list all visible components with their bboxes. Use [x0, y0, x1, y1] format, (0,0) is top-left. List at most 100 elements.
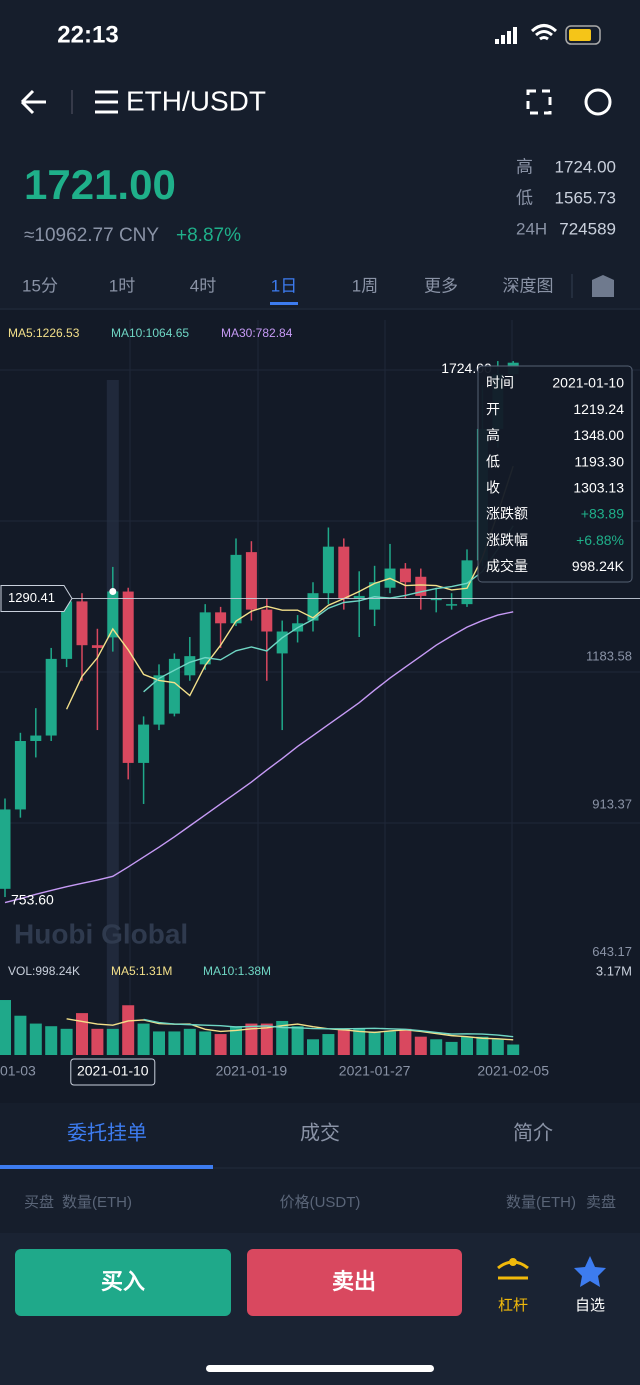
volume-bar: [214, 1034, 227, 1055]
ma-legend: MA30:782.84: [221, 326, 293, 340]
wifi: [530, 24, 558, 41]
sell-label: 卖出: [332, 1269, 376, 1294]
interval-tab[interactable]: 1日: [271, 276, 297, 295]
candle-body: [153, 675, 165, 725]
order-header: 卖盘: [586, 1193, 616, 1211]
volume-bar: [29, 1023, 42, 1055]
tooltip-value: 1303.13: [573, 480, 624, 496]
vol-legend: MA10:1.38M: [203, 964, 271, 978]
sell-button[interactable]: [247, 1249, 462, 1316]
bottom-tab[interactable]: 委托挂单: [67, 1121, 147, 1144]
candle-body: [199, 612, 211, 665]
battery: [565, 25, 601, 45]
volume-bar: [183, 1028, 196, 1055]
volume-bar: [230, 1026, 242, 1055]
crosshair-dot: [109, 587, 117, 595]
candle-body: [107, 591, 119, 638]
tooltip-label: 低: [486, 453, 500, 469]
stat-value: 1565.73: [555, 188, 616, 207]
home-indicator: [206, 1365, 434, 1372]
volume-bar: [91, 1028, 104, 1055]
candle-body: [261, 609, 273, 632]
candle-body: [230, 554, 242, 624]
volume-bar: [137, 1023, 150, 1055]
crosshair-band: [106, 380, 119, 1055]
ma30-line: [4, 611, 514, 904]
x-tick-label: 01-03: [0, 1063, 36, 1079]
vol-legend: MA5:1.31M: [111, 964, 172, 978]
volume-bar: [260, 1023, 273, 1055]
volume-bar: [245, 1023, 258, 1055]
candle-body: [415, 576, 427, 596]
scan-icon[interactable]: [526, 89, 552, 115]
volume-bar: [106, 1028, 119, 1055]
candle-body: [369, 582, 381, 610]
interval-tab[interactable]: 更多: [424, 276, 458, 295]
candle-body: [446, 604, 458, 606]
candle-body: [461, 560, 473, 605]
vol-ma5-line: [66, 1018, 514, 1041]
candle-body: [353, 595, 365, 599]
refresh-icon[interactable]: [584, 88, 612, 116]
stat-value: 724589: [559, 219, 616, 238]
volume-bar: [276, 1020, 289, 1055]
volume-bar: [0, 1000, 11, 1055]
buy-label: 买入: [101, 1269, 145, 1294]
buy-button[interactable]: [15, 1249, 231, 1316]
interval-tab[interactable]: 1周: [352, 276, 378, 295]
volume-bar: [445, 1041, 458, 1055]
candle-body: [215, 612, 227, 624]
tooltip: [477, 365, 633, 583]
tooltip-value: 1193.30: [574, 453, 624, 469]
clock: 22:13: [57, 21, 118, 48]
volume-bar: [368, 1031, 381, 1055]
vol-ma10-line: [143, 1018, 514, 1038]
volume-bar: [399, 1028, 412, 1055]
battery-level: [569, 29, 591, 41]
last-price: 1721.00: [24, 161, 176, 208]
settings-icon[interactable]: [592, 275, 614, 297]
tooltip-label: 收: [486, 480, 500, 496]
change-pct: +8.87%: [176, 225, 241, 246]
x-tick-label: 2021-01-19: [216, 1063, 288, 1079]
candle-body: [322, 546, 334, 594]
stat-label: 低: [516, 188, 533, 207]
candle-body: [30, 735, 42, 742]
bottom-tab[interactable]: 成交: [300, 1121, 340, 1144]
tab-indicator: [0, 1165, 213, 1169]
interval-tab[interactable]: 1时: [109, 276, 135, 295]
back-button[interactable]: [20, 89, 46, 115]
volume-bar: [168, 1031, 181, 1055]
favorite-icon[interactable]: [574, 1256, 606, 1287]
interval-tab[interactable]: 15分: [22, 276, 58, 295]
y-tick-label: 1183.58: [586, 648, 632, 663]
crosshair-price: 1290.41: [8, 590, 55, 605]
pair-title: ETH/USDT: [126, 85, 266, 116]
volume-bar: [199, 1031, 212, 1055]
tab-underline: [270, 302, 298, 305]
volume-bar: [384, 1031, 396, 1055]
candle-body: [138, 724, 150, 763]
order-header: 买盘: [24, 1193, 54, 1211]
favorite-label[interactable]: 自选: [575, 1297, 605, 1314]
menu-icon[interactable]: [95, 90, 118, 114]
order-header: 价格(USDT): [280, 1194, 361, 1211]
y-tick-label: 643.17: [592, 944, 632, 959]
volume-bar: [76, 1013, 88, 1055]
volume-bar: [322, 1034, 335, 1055]
tooltip-value: 1348.00: [573, 427, 624, 443]
interval-tab[interactable]: 4时: [190, 276, 216, 295]
volume-bar: [291, 1026, 304, 1055]
bottom-tab[interactable]: 简介: [513, 1121, 553, 1144]
tooltip-label: 涨跌幅: [486, 532, 528, 548]
volume-bar: [491, 1039, 504, 1055]
candle-body: [0, 809, 11, 889]
candle-body: [245, 552, 257, 610]
interval-tab[interactable]: 深度图: [503, 276, 554, 295]
volume-bar: [14, 1015, 27, 1055]
candle-body: [122, 591, 134, 763]
volume-bar: [507, 1044, 520, 1055]
margin-label[interactable]: 杠杆: [498, 1297, 528, 1314]
vol-legend: VOL:998.24K: [8, 964, 80, 978]
